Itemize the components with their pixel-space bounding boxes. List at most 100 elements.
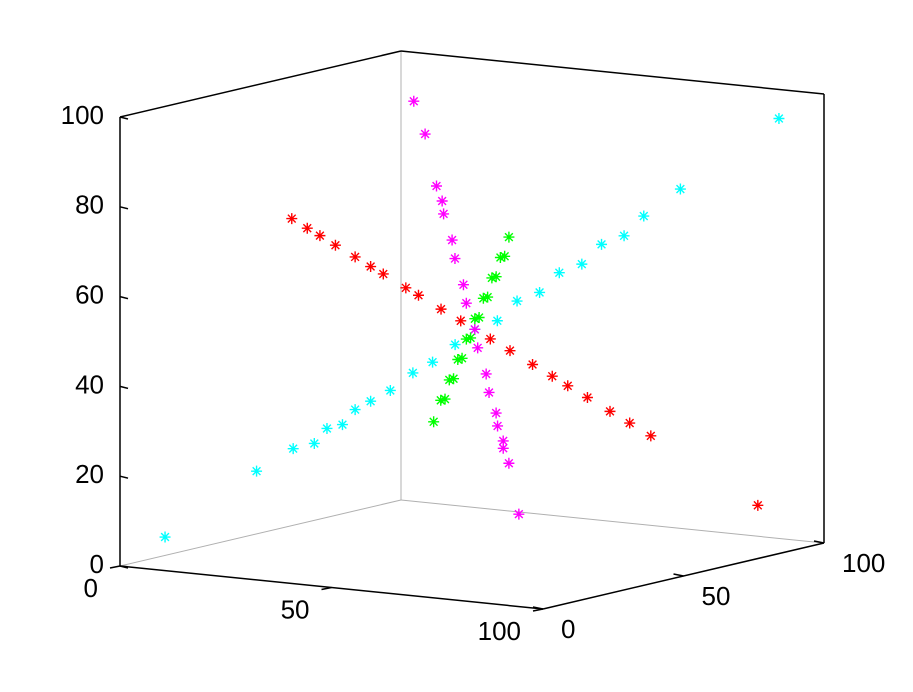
point [482, 291, 494, 303]
z-tick [119, 385, 129, 390]
z-tick [119, 475, 129, 479]
point [438, 208, 450, 220]
point [456, 352, 468, 364]
point [159, 531, 171, 543]
x-tick-label: 50 [281, 594, 310, 624]
y-tick [813, 540, 825, 544]
x-tick-label: 0 [84, 573, 98, 603]
point [773, 112, 785, 124]
point [469, 323, 481, 335]
point [674, 183, 686, 195]
point [472, 342, 484, 354]
point [349, 404, 361, 416]
point [490, 407, 502, 419]
x-tick [109, 565, 121, 569]
point [490, 271, 502, 283]
z-tick-label: 60 [75, 279, 104, 309]
box-edge [119, 50, 402, 118]
point [497, 442, 509, 454]
point [400, 282, 412, 294]
point [624, 417, 636, 429]
back-edge [119, 499, 402, 567]
point [321, 422, 333, 434]
point [427, 356, 439, 368]
point [486, 272, 498, 284]
point [460, 297, 472, 309]
y-tick [532, 606, 544, 610]
point [534, 286, 546, 298]
z-tick-label: 20 [75, 459, 104, 489]
point [455, 315, 467, 327]
point [494, 252, 506, 264]
z-tick-label: 100 [61, 100, 104, 130]
back-edge [400, 499, 825, 544]
point [604, 405, 616, 417]
point [365, 261, 377, 273]
point [384, 384, 396, 396]
box-edge [400, 50, 825, 95]
point [477, 292, 489, 304]
point [336, 419, 348, 431]
point [469, 313, 481, 325]
point [492, 420, 504, 432]
point [365, 395, 377, 407]
point [407, 367, 419, 379]
y-tick-label: 50 [702, 581, 731, 611]
point [308, 437, 320, 449]
point [431, 180, 442, 192]
x-tick-label: 100 [478, 616, 521, 646]
z-tick-label: 0 [90, 549, 104, 579]
point [527, 359, 539, 371]
point [546, 370, 558, 382]
point [638, 210, 650, 222]
z-tick [119, 565, 129, 569]
y-tick [673, 573, 684, 577]
z-tick [119, 206, 129, 210]
point [553, 267, 565, 279]
z-tick [119, 116, 129, 120]
point [448, 373, 460, 385]
point [581, 392, 593, 403]
point [473, 311, 485, 323]
point [287, 443, 299, 455]
x-tick [321, 586, 332, 591]
point [483, 386, 495, 398]
point [439, 393, 451, 405]
point [457, 279, 469, 291]
point [251, 465, 263, 477]
point [436, 195, 448, 207]
point [503, 457, 515, 469]
point [503, 231, 515, 243]
point [562, 380, 574, 392]
point [377, 268, 389, 280]
point [499, 250, 511, 262]
point [480, 368, 492, 380]
point [314, 230, 326, 242]
z-tick-label: 40 [75, 369, 104, 399]
point [752, 499, 764, 511]
point [286, 213, 298, 225]
y-tick-label: 0 [561, 614, 575, 644]
point [449, 253, 461, 265]
point [449, 339, 461, 351]
point [484, 333, 496, 345]
point [428, 416, 440, 428]
point [452, 354, 464, 366]
point [412, 289, 424, 301]
point [465, 332, 477, 344]
point [513, 508, 525, 520]
point [511, 295, 523, 307]
point [618, 230, 630, 242]
y-tick-label: 100 [842, 548, 885, 578]
point [443, 374, 455, 386]
point [460, 333, 472, 345]
point [435, 303, 447, 315]
point [419, 128, 431, 140]
z-tick [119, 295, 129, 300]
point [435, 394, 447, 406]
point [596, 238, 608, 250]
point [576, 258, 588, 270]
point [349, 251, 361, 263]
point [491, 315, 503, 327]
